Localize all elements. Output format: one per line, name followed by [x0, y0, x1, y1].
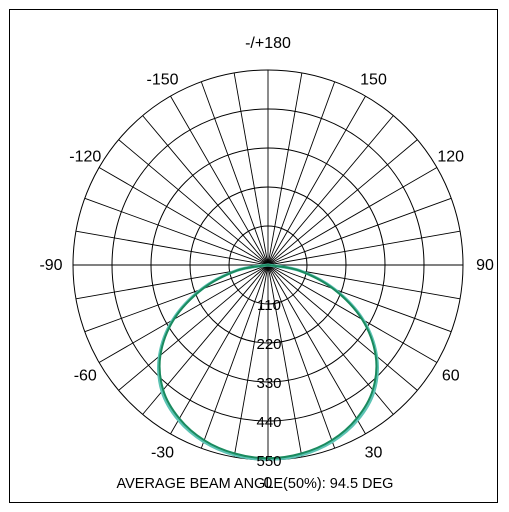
grid-spoke — [200, 264, 269, 449]
angle-label: 90 — [476, 257, 494, 274]
angle-label: 150 — [360, 71, 387, 88]
grid-spoke — [267, 264, 438, 363]
grid-spoke — [267, 264, 418, 391]
grid-spoke — [267, 167, 438, 266]
angle-label: 120 — [437, 149, 464, 166]
grid-spoke — [118, 139, 269, 266]
grid-spoke — [267, 81, 336, 266]
grid-spoke — [142, 115, 269, 266]
intensity-curves — [157, 263, 379, 461]
radial-tick-label: 440 — [256, 414, 281, 431]
grid-spoke — [84, 264, 269, 333]
grid-spoke — [267, 72, 303, 266]
grid-spoke — [118, 264, 269, 391]
radial-tick-label: 110 — [257, 297, 281, 314]
angle-label: -/+180 — [245, 35, 291, 52]
grid-spoke — [267, 264, 336, 449]
grid-spoke — [267, 264, 366, 435]
grid-spoke — [84, 197, 269, 266]
grid-spoke — [267, 264, 452, 333]
grid-spoke — [170, 264, 269, 435]
grid-spoke — [200, 81, 269, 266]
angle-label: -60 — [74, 368, 97, 385]
grid-spoke — [98, 167, 269, 266]
grid-spoke — [98, 264, 269, 363]
radial-tick-label: 330 — [256, 375, 281, 392]
radial-tick-label: 550 — [256, 453, 281, 470]
angle-label: 30 — [365, 445, 383, 462]
grid-spoke — [267, 139, 418, 266]
grid-spoke — [267, 197, 452, 266]
polar-chart: 110 220 330 440 550 -/+180 -150 150 -120 120 -90 90… — [39, 35, 494, 492]
grid-spoke — [267, 264, 303, 458]
angle-label: -150 — [146, 71, 178, 88]
angle-label: -30 — [151, 445, 174, 462]
chart-labels: 110 220 330 440 550 -/+180 -150 150 -120 120 -90 90… — [39, 35, 494, 492]
grid-spoke — [267, 95, 366, 266]
angle-label: -120 — [69, 149, 101, 166]
beam-angle-annotation: AVERAGE BEAM ANGLE(50%): 94.5 DEG — [117, 476, 394, 492]
angle-label: 60 — [442, 368, 460, 385]
series-curve-1 — [158, 263, 378, 460]
grid-spoke — [75, 230, 269, 266]
grid-spoke — [267, 230, 461, 266]
grid-spoke — [267, 115, 394, 266]
grid-spoke — [233, 264, 269, 458]
angle-label: 0 — [264, 475, 273, 492]
angle-label: -90 — [39, 257, 62, 274]
polar-grid — [72, 69, 464, 461]
radial-tick-label: 220 — [256, 336, 281, 353]
grid-spoke — [170, 95, 269, 266]
grid-spoke — [233, 72, 269, 266]
chart-frame: 110 220 330 440 550 -/+180 -150 150 -120 120 -90 90… — [9, 9, 498, 503]
